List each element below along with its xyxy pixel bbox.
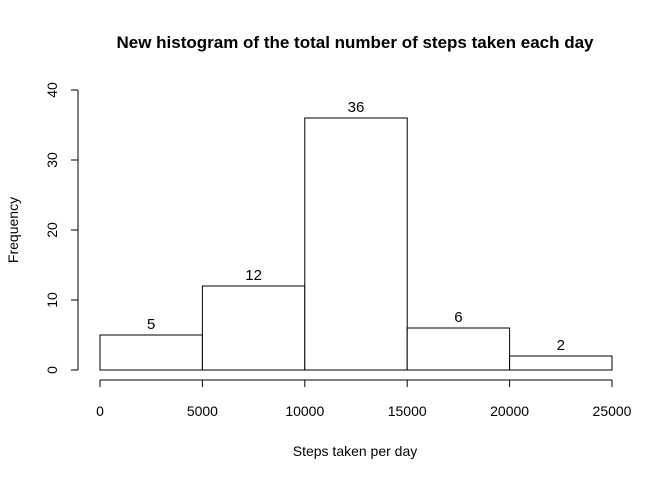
bar-value-label-4: 6 <box>454 309 462 326</box>
y-tick-label: 20 <box>44 222 60 238</box>
y-axis-label: Frequency <box>5 197 21 263</box>
x-tick-label: 20000 <box>490 403 529 419</box>
y-tick-label: 0 <box>44 366 60 374</box>
histogram-bar-2 <box>201 285 306 371</box>
bar-value-label-1: 5 <box>147 316 155 333</box>
y-tick-label: 10 <box>44 292 60 308</box>
y-tick-label: 30 <box>44 152 60 168</box>
histogram-bar-5 <box>509 355 613 371</box>
bar-value-label-2: 12 <box>245 267 262 284</box>
y-tick-label: 40 <box>44 82 60 98</box>
x-tick-label: 5000 <box>187 403 218 419</box>
y-axis: 0 10 20 30 40 <box>44 82 79 374</box>
x-axis-label: Steps taken per day <box>293 443 418 459</box>
data-labels-layer: 5 12 36 6 2 <box>147 99 565 354</box>
histogram-bar-1 <box>99 334 203 371</box>
x-tick-label: 10000 <box>285 403 324 419</box>
x-tick-label: 15000 <box>388 403 427 419</box>
bar-value-label-3: 36 <box>348 99 365 116</box>
x-axis: 0 5000 10000 15000 20000 25000 <box>96 379 632 419</box>
chart-title: New histogram of the total number of ste… <box>116 33 594 52</box>
bars-layer <box>99 117 613 371</box>
histogram-bar-4 <box>406 327 511 371</box>
bar-value-label-5: 2 <box>557 337 565 354</box>
x-tick-label: 25000 <box>593 403 632 419</box>
x-tick-label: 0 <box>96 403 104 419</box>
histogram-bar-3 <box>304 117 408 371</box>
